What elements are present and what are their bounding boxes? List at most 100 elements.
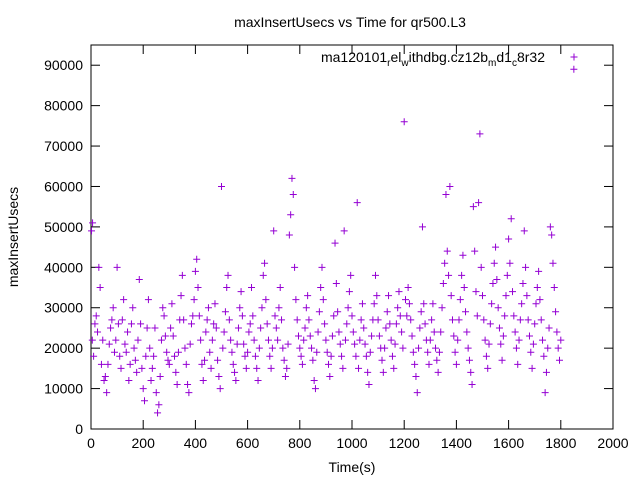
data-point [309,356,317,364]
data-point [499,332,507,340]
data-point [181,344,189,352]
data-point [91,320,99,328]
data-point [459,251,467,259]
y-tick-label: 10000 [44,381,83,397]
data-point [97,360,105,368]
data-point [227,336,235,344]
data-point [425,360,433,368]
data-point [497,340,505,348]
data-point [161,332,169,340]
data-point [148,364,156,372]
data-point [541,389,549,397]
data-point [125,376,133,384]
data-point [546,223,554,231]
data-point [460,284,468,292]
data-point [291,263,299,271]
data-point [452,360,460,368]
data-point [503,271,511,279]
data-point [518,300,526,308]
data-point [88,336,96,344]
data-point [157,336,165,344]
x-tick-label: 2000 [597,435,628,451]
data-point [385,292,393,300]
data-point [178,271,186,279]
data-point [399,344,407,352]
data-point [488,300,496,308]
data-point [467,368,475,376]
data-point [129,304,137,312]
data-point [545,324,553,332]
data-point [294,332,302,340]
data-point [473,312,481,320]
data-point [472,288,480,296]
data-point [228,348,236,356]
data-point [319,296,327,304]
legend-marker-plus [570,53,578,61]
data-point [476,130,484,138]
data-point [446,182,454,190]
data-point [195,312,203,320]
data-point [355,364,363,372]
data-point [137,320,145,328]
data-point [516,316,524,324]
data-point [264,336,272,344]
data-point [207,364,215,372]
data-point [150,352,158,360]
data-point [443,247,451,255]
data-point [305,316,313,324]
data-point [187,320,195,328]
data-point [448,316,456,324]
data-point [211,300,219,308]
x-tick-label: 1600 [493,435,524,451]
data-point [122,348,130,356]
data-point [113,263,121,271]
data-point [135,275,143,283]
data-point [334,308,342,316]
data-point [164,356,172,364]
data-point [531,320,539,328]
y-tick-label: 50000 [44,219,83,235]
data-point [172,368,180,376]
data-point [502,292,510,300]
data-point [341,336,349,344]
data-point [343,320,351,328]
data-point [426,336,434,344]
data-point [159,304,167,312]
data-point [100,376,108,384]
data-point [141,397,149,405]
legend: ma120101relwithdbg.cz12bmd1c8r32 [321,49,578,69]
y-tick-label: 70000 [44,138,83,154]
data-point [167,324,175,332]
data-point [245,328,253,336]
data-point [493,275,501,283]
data-point [404,284,412,292]
data-point [241,352,249,360]
x-tick-label: 1400 [441,435,472,451]
data-point [306,332,314,340]
legend-sub-3: m [488,58,496,69]
data-point [358,300,366,308]
data-point [535,267,543,275]
data-point [202,328,210,336]
data-point [130,344,138,352]
data-point [276,284,284,292]
data-point [156,372,164,380]
data-point [370,300,378,308]
data-point [542,368,550,376]
data-point [182,360,190,368]
data-point [335,328,343,336]
data-point [434,368,442,376]
data-point [190,296,198,304]
data-point [553,328,561,336]
data-point [101,372,109,380]
data-point [118,316,126,324]
data-point [537,316,545,324]
data-point [407,316,415,324]
data-point [391,340,399,348]
data-point [458,271,466,279]
data-point [451,348,459,356]
data-point [296,344,304,352]
data-point [169,332,177,340]
data-point [194,284,202,292]
data-point [411,360,419,368]
